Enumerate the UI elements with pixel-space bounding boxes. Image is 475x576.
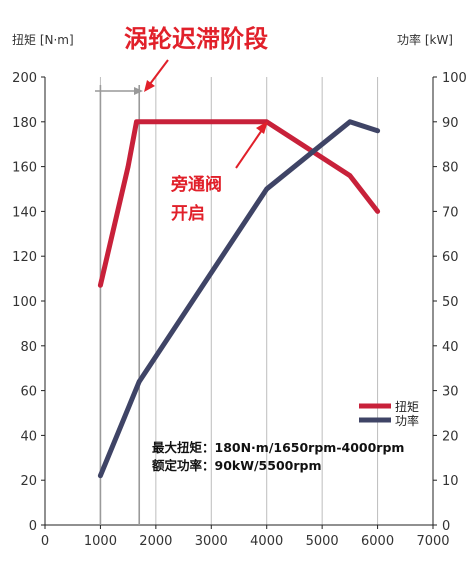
right-axis-title: 功率 [kW] <box>397 32 453 47</box>
right-y-tick-label: 10 <box>442 474 459 489</box>
power-point <box>375 128 380 133</box>
torque-point <box>347 173 353 178</box>
right-y-tick-label: 50 <box>442 295 459 310</box>
power-point <box>137 379 142 384</box>
right-y-tick-label: 40 <box>442 340 459 355</box>
torque-point <box>125 164 131 169</box>
spec-note-line1: 最大扭矩：180N·m/1650rpm-4000rpm <box>152 440 404 455</box>
left-y-tick-label: 60 <box>20 385 37 400</box>
x-tick-label: 5000 <box>306 534 339 549</box>
right-y-tick-label: 20 <box>442 429 459 444</box>
ticks: 0 1000 2000 3000 4000 5000 6000 700002040608010… <box>12 71 467 549</box>
turbo-lag-title: 涡轮迟滞阶段 <box>124 25 268 53</box>
x-tick-label: 3000 <box>195 534 228 549</box>
torque-point <box>98 283 103 288</box>
left-y-tick-label: 40 <box>20 429 37 444</box>
lag-bracket-head <box>134 87 143 95</box>
x-tick-label: 0 <box>41 534 49 549</box>
x-tick-label: 1000 <box>84 534 117 549</box>
x-tick-label: 7000 <box>416 534 449 549</box>
torque-point <box>134 119 139 125</box>
left-axis-title: 扭矩 [N·m] <box>12 33 74 47</box>
spec-note-line2: 额定功率：90kW/5500rpm <box>152 458 322 473</box>
right-y-tick-label: 0 <box>442 519 450 534</box>
legend-label-power: 功率 <box>395 413 419 428</box>
right-y-tick-label: 60 <box>442 250 459 265</box>
power-series-line <box>97 119 381 479</box>
series-layer <box>97 119 381 479</box>
right-y-tick-label: 100 <box>442 71 467 86</box>
left-y-tick-label: 180 <box>12 116 37 131</box>
x-tick-label: 6000 <box>361 534 394 549</box>
power-point <box>347 119 353 125</box>
right-y-tick-label: 30 <box>442 385 459 400</box>
left-y-tick-label: 120 <box>12 250 37 265</box>
reference-lines <box>99 85 141 525</box>
wastegate-arrow <box>235 129 263 169</box>
right-y-tick-label: 80 <box>442 161 459 176</box>
left-y-tick-label: 100 <box>12 295 37 310</box>
power-point <box>98 473 103 478</box>
x-tick-label: 4000 <box>250 534 283 549</box>
power-point <box>264 186 269 192</box>
left-y-tick-label: 20 <box>20 474 37 489</box>
right-y-tick-label: 90 <box>442 116 459 131</box>
left-y-tick-label: 160 <box>12 161 37 176</box>
left-y-tick-label: 200 <box>12 71 37 86</box>
legend: 扭矩 功率 <box>359 400 419 428</box>
wastegate-arrow-head <box>256 121 268 134</box>
torque-series-line <box>97 119 381 288</box>
wastegate-label-line1: 旁通阀 <box>170 174 222 195</box>
legend-label-torque: 扭矩 <box>395 400 419 414</box>
left-y-tick-label: 140 <box>12 205 37 220</box>
right-y-tick-label: 70 <box>442 205 459 220</box>
turbo-lag-arrow <box>149 59 169 85</box>
torque-point <box>375 209 380 214</box>
left-y-tick-label: 80 <box>20 340 37 355</box>
left-y-tick-label: 0 <box>29 519 37 534</box>
wastegate-label-line2: 开启 <box>171 203 205 224</box>
turbo-lag-arrow-head <box>144 80 155 92</box>
x-tick-label: 2000 <box>139 534 172 549</box>
